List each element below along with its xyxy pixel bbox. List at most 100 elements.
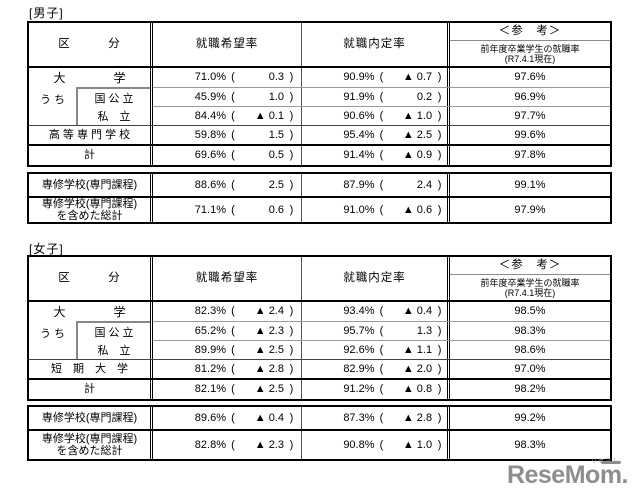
paren-close: ) bbox=[437, 343, 442, 356]
rate-diff: ▲ 0.4 bbox=[402, 305, 433, 317]
university-breakdown: う ち 国 公 立 私 立 bbox=[29, 87, 150, 125]
paren-open: ( bbox=[379, 128, 384, 141]
reference-subtitle-line1: 前年度卒業学生の就職率 bbox=[480, 43, 580, 54]
offer-rate-cell: 82.9% (▲ 2.0) bbox=[302, 360, 450, 378]
offer-rate-cell: 95.4% (▲ 2.5) bbox=[302, 126, 450, 144]
paren-open: ( bbox=[231, 203, 235, 216]
rate-value: 87.9% bbox=[343, 178, 375, 191]
paren-close: ) bbox=[437, 305, 442, 317]
female-section-label: [女子] bbox=[29, 242, 64, 256]
hope-rate-cell: 71.1% (0.6) bbox=[153, 198, 302, 222]
paren-close: ) bbox=[289, 178, 294, 191]
row-label-national-public: 国 公 立 bbox=[94, 93, 134, 105]
hope-rate-cell: 84.4% (▲ 0.1) bbox=[153, 107, 302, 125]
offer-rate-cell: 93.4% (▲ 0.4) bbox=[302, 302, 450, 321]
offer-rate-cell: 90.6% (▲ 1.0) bbox=[302, 107, 450, 125]
paren-open: ( bbox=[231, 128, 235, 141]
male-main-table: 区 分 就職希望率 就職内定率 ＜参 考＞ 前年度卒業学生の就職率 (R7.4.… bbox=[27, 21, 612, 167]
reference-rate-cell: 97.8% bbox=[514, 149, 546, 161]
row-label-technical-college: 高 等 専 門 学 校 bbox=[29, 126, 153, 144]
paren-close: ) bbox=[289, 438, 294, 451]
rate-value: 71.0% bbox=[194, 71, 226, 83]
rate-value: 91.0% bbox=[343, 203, 375, 216]
logo-text-dot: . bbox=[621, 461, 629, 489]
rate-diff: ▲ 1.0 bbox=[402, 438, 433, 451]
row-label-national-public: 国 公 立 bbox=[94, 327, 134, 339]
row-label-grand-total: 専修学校(専門課程) を含めた総計 bbox=[29, 198, 153, 222]
row-label-university: 大 学 bbox=[53, 71, 126, 85]
paren-close: ) bbox=[289, 343, 294, 356]
rate-diff: ▲ 2.5 bbox=[254, 383, 284, 395]
rate-diff: ▲ 0.9 bbox=[402, 149, 433, 161]
offer-rate-cell: 87.3% (▲ 2.8) bbox=[302, 407, 450, 429]
hope-rate-cell: 69.6% (0.5) bbox=[153, 146, 302, 165]
rate-diff: 1.0 bbox=[268, 90, 284, 103]
rate-value: 59.8% bbox=[194, 128, 226, 141]
table-row-grand-total: 専修学校(専門課程) を含めた総計 82.8% (▲ 2.3) 90.8% (▲ 1… bbox=[29, 429, 610, 459]
rate-value: 90.6% bbox=[343, 109, 375, 122]
rate-diff: 0.5 bbox=[268, 149, 284, 161]
rate-value: 92.6% bbox=[343, 343, 375, 356]
paren-open: ( bbox=[379, 383, 384, 395]
reference-subtitle-line1: 前年度卒業学生の就職率 bbox=[480, 277, 580, 288]
male-section-label: [男子] bbox=[29, 6, 64, 20]
offer-rate-cell: 90.8% (▲ 1.0) bbox=[302, 431, 450, 459]
paren-close: ) bbox=[437, 383, 442, 395]
offer-rate-cell: 91.0% (▲ 0.6) bbox=[302, 198, 450, 222]
rate-diff: ▲ 0.1 bbox=[254, 109, 284, 122]
reference-rate-cell: 98.3% bbox=[514, 438, 546, 451]
rate-value: 91.4% bbox=[343, 149, 375, 161]
rate-diff: ▲ 2.8 bbox=[402, 411, 433, 424]
paren-open: ( bbox=[231, 362, 235, 375]
paren-close: ) bbox=[289, 90, 294, 103]
paren-open: ( bbox=[379, 178, 384, 191]
row-label-total: 計 bbox=[29, 380, 153, 399]
resemom-logo: リセマム ReseMom. bbox=[506, 459, 629, 490]
paren-open: ( bbox=[379, 149, 384, 161]
rate-value: 65.2% bbox=[194, 324, 226, 337]
category-header-cell: 区 分 bbox=[29, 257, 153, 300]
rate-value: 81.2% bbox=[194, 362, 226, 375]
offer-rate-cell: 91.2% (▲ 0.8) bbox=[302, 380, 450, 399]
paren-open: ( bbox=[231, 109, 235, 122]
rate-diff: ▲ 1.1 bbox=[402, 343, 433, 356]
hope-rate-cell: 82.1% (▲ 2.5) bbox=[153, 380, 302, 399]
paren-open: ( bbox=[231, 178, 235, 191]
reference-rate-cell: 99.1% bbox=[514, 178, 546, 191]
logo-text-macron-m: m bbox=[599, 461, 622, 489]
table-row-grand-total: 専修学校(専門課程) を含めた総計 71.1% (0.6) 91.0% (▲ 0.6… bbox=[29, 196, 610, 222]
paren-open: ( bbox=[379, 438, 384, 451]
row-label-university: 大 学 bbox=[53, 305, 126, 319]
rate-diff: 2.5 bbox=[268, 178, 284, 191]
reference-rate-cell: 97.9% bbox=[514, 203, 546, 216]
university-breakdown: う ち 国 公 立 私 立 bbox=[29, 321, 150, 359]
hope-rate-cell: 88.6% (2.5) bbox=[153, 174, 302, 196]
rate-value: 82.3% bbox=[194, 305, 226, 317]
rate-value: 93.4% bbox=[343, 305, 375, 317]
paren-close: ) bbox=[289, 128, 294, 141]
rate-diff: 0.6 bbox=[268, 203, 284, 216]
male-university-group: 大 学 う ち 国 公 立 私 立 71.0% (0.3) 90.9% (▲ 0.7… bbox=[29, 68, 610, 125]
paren-open: ( bbox=[379, 109, 384, 122]
paren-open: ( bbox=[231, 305, 235, 317]
male-table-header-row: 区 分 就職希望率 就職内定率 ＜参 考＞ 前年度卒業学生の就職率 (R7.4.… bbox=[29, 23, 610, 68]
logo-text-main: ReseMo bbox=[506, 461, 600, 489]
paren-open: ( bbox=[379, 324, 384, 337]
offer-rate-cell: 92.6% (▲ 1.1) bbox=[302, 341, 450, 359]
paren-close: ) bbox=[289, 362, 294, 375]
table-row-university: 82.3% (▲ 2.4) 93.4% (▲ 0.4) 98.5% bbox=[153, 302, 610, 321]
rate-value: 87.3% bbox=[343, 411, 375, 424]
rate-value: 84.4% bbox=[194, 109, 226, 122]
reference-subtitle: 前年度卒業学生の就職率 (R7.4.1現在) bbox=[450, 41, 610, 66]
hope-rate-cell: 89.9% (▲ 2.5) bbox=[153, 341, 302, 359]
paren-close: ) bbox=[289, 305, 294, 317]
rate-value: 82.9% bbox=[343, 362, 375, 375]
grand-total-label-line2: を含めた総計 bbox=[56, 210, 123, 222]
offer-rate-header-cell: 就職内定率 bbox=[302, 23, 450, 66]
uchi-label: う ち bbox=[39, 328, 66, 340]
grand-total-label-line1: 専修学校(専門課程) bbox=[41, 433, 138, 445]
reference-rate-cell: 98.6% bbox=[514, 343, 546, 356]
offer-rate-cell: 95.7% (1.3) bbox=[302, 322, 450, 340]
hope-rate-cell: 89.6% (▲ 0.4) bbox=[153, 407, 302, 429]
rate-diff: ▲ 0.6 bbox=[402, 203, 433, 216]
